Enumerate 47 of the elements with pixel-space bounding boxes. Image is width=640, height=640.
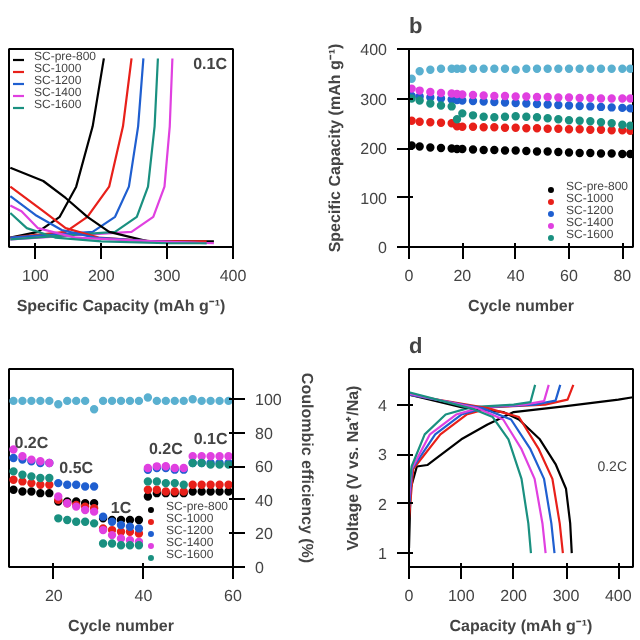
y-tick-label: 400 — [360, 41, 389, 59]
annotation: 0.1C — [193, 55, 228, 73]
y-tick-label: 100 — [360, 189, 389, 208]
y-axis-title: Specific Capacity (mAh g⁻¹) — [326, 42, 345, 253]
x-tick-label: 300 — [552, 587, 581, 605]
y-tick-label: 80 — [255, 424, 274, 443]
x-tick-label: 20 — [453, 267, 473, 285]
x-tick-label: 40 — [506, 267, 526, 285]
x-tick-label: 300 — [153, 267, 182, 285]
x-axis-title: Specific Capacity (mAh g⁻¹) — [16, 297, 227, 315]
y-tick-label: 3 — [378, 446, 389, 465]
x-tick-label: 20 — [44, 587, 64, 605]
y-tick-label: 4 — [378, 396, 389, 415]
y-tick-label: 0 — [378, 239, 389, 257]
y-axis-title: Voltage (V vs. Na⁺/Na) — [344, 384, 363, 551]
x-axis-title: Capacity (mAh g⁻¹) — [449, 617, 594, 635]
x-tick-label: 60 — [560, 267, 579, 285]
y-tick-label: 20 — [255, 525, 274, 544]
annotation: 0.2C — [148, 440, 184, 459]
y-tick-label: 0 — [255, 559, 265, 577]
y-tick-label: 2 — [378, 495, 389, 514]
annotation: 1C — [110, 499, 132, 518]
x-tick-label: 0 — [404, 267, 415, 285]
y-axis-title: Coulombic efficiency (%) — [297, 372, 316, 564]
x-tick-label: 40 — [134, 587, 154, 605]
y-tick-label: 1 — [378, 545, 389, 564]
chart-title: d — [409, 335, 423, 359]
annotation: 0.2C — [14, 433, 49, 452]
x-axis-title: Cycle number — [468, 297, 574, 315]
y-tick-label: 300 — [360, 90, 389, 109]
annotation: 0.5C — [59, 458, 94, 477]
x-tick-label: 100 — [22, 267, 50, 285]
x-axis-title: Cycle number — [68, 617, 174, 635]
x-tick-label: 60 — [224, 587, 243, 605]
y-tick-label: 60 — [255, 458, 274, 477]
x-tick-label: 200 — [87, 267, 116, 285]
x-tick-label: 400 — [219, 267, 248, 285]
x-tick-label: 0 — [404, 587, 415, 605]
chart-title: b — [409, 15, 423, 39]
x-tick-label: 100 — [447, 587, 476, 605]
x-tick-label: 400 — [605, 587, 633, 605]
x-tick-label: 80 — [613, 267, 633, 285]
y-tick-label: 40 — [255, 491, 274, 510]
y-tick-label: 200 — [360, 140, 389, 158]
x-tick-label: 200 — [500, 587, 529, 605]
y-tick-label: 100 — [255, 391, 283, 410]
annotation: 0.1C — [193, 430, 228, 449]
